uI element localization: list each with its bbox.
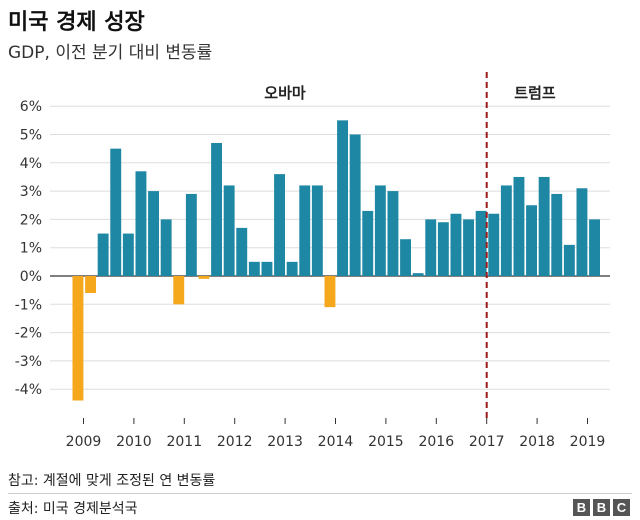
bar-2016-q4: [463, 219, 474, 276]
x-axis-ticks: 2009 2010 2011 2012 2013 2014 2015 2016 2017 2018…: [66, 418, 606, 450]
bar-2018-q3: [551, 193, 563, 276]
bar-2013-q4: [311, 185, 323, 276]
annotation-obama: 오바마: [264, 84, 306, 102]
y-axis-ticks: 6% 5% 4% 3% 2% 1% 0% -1% -2% -3% -4%: [15, 99, 42, 398]
footer-divider: [8, 493, 632, 494]
bar-2017-q4: [513, 176, 525, 276]
bar-2011-q3: [198, 276, 210, 279]
bar-2010-q2: [135, 171, 147, 276]
chart-title: 미국 경제 성장: [8, 10, 145, 35]
bar-2012-q2: [236, 227, 248, 276]
bar-2016-q2: [437, 222, 449, 276]
bar-2014-q1: [324, 276, 336, 308]
bar-2012-q4: [261, 261, 273, 276]
logo-letter: B: [573, 499, 590, 516]
bar-2009-q2: [85, 276, 96, 293]
x-tick-label: 2011: [166, 434, 202, 450]
bar-2015-q2: [387, 191, 399, 276]
x-tick-label: 2015: [368, 434, 404, 450]
bar-2010-q3: [148, 191, 159, 276]
bar-2014-q3: [349, 134, 361, 276]
source-credit: 출처: 미국 경제분석국: [8, 501, 138, 517]
y-tick-label: 1%: [20, 241, 42, 257]
bar-2018-q4: [563, 244, 575, 276]
y-tick-label: 4%: [20, 156, 42, 172]
gridlines: [50, 105, 610, 390]
x-tick-label: 2016: [418, 434, 454, 450]
x-tick-label: 2010: [116, 434, 152, 450]
y-tick-label: 5%: [20, 128, 42, 144]
logo-letter: B: [593, 499, 610, 516]
bars: [72, 120, 600, 401]
bar-2017-q3: [500, 185, 512, 276]
bar-2016-q3: [450, 213, 462, 276]
x-tick-label: 2014: [318, 434, 354, 450]
bar-2011-q1: [173, 276, 185, 305]
bar-2012-q1: [223, 185, 235, 276]
bar-2019-q2: [589, 219, 600, 276]
y-tick-label: 2%: [20, 212, 42, 228]
bar-2009-q4: [110, 148, 122, 276]
bar-2012-q3: [248, 261, 260, 276]
y-tick-label: -2%: [15, 326, 42, 342]
bar-2019-q1: [576, 188, 588, 276]
annotations: 오바마 트럼프: [264, 72, 556, 420]
chart-note: 참고: 계절에 맞게 조정된 연 변동률: [8, 473, 216, 489]
bar-2010-q4: [160, 219, 172, 276]
x-tick-label: 2019: [570, 434, 606, 450]
y-tick-label: 6%: [20, 99, 42, 115]
bar-2013-q3: [299, 185, 311, 276]
bar-2018-q2: [538, 176, 550, 276]
bar-2017-q1: [475, 210, 487, 276]
bar-chart: 6%5%4%3%2%1%0%-1%-2%-3%-4% 2009 2010 2011 2…: [15, 72, 610, 450]
y-tick-label: -1%: [15, 297, 42, 313]
y-tick-label: 0%: [20, 269, 42, 285]
logo-letter: C: [613, 499, 630, 516]
bar-2009-q1: [72, 276, 84, 401]
bbc-logo: B B C: [573, 499, 630, 516]
bar-2014-q4: [362, 210, 374, 276]
bar-2015-q3: [400, 239, 411, 276]
y-tick-label: -4%: [15, 382, 42, 398]
bar-2018-q1: [526, 205, 537, 276]
bar-2015-q1: [374, 185, 386, 276]
y-tick-label: 3%: [20, 184, 42, 200]
bar-2011-q4: [211, 142, 222, 276]
bar-2010-q1: [122, 233, 134, 276]
chart-subtitle: GDP, 이전 분기 대비 변동률: [8, 43, 213, 63]
bar-2013-q2: [286, 261, 298, 276]
x-tick-label: 2009: [66, 434, 102, 450]
y-tick-label: -3%: [15, 354, 42, 370]
bar-2016-q1: [425, 219, 437, 276]
bar-2014-q2: [337, 120, 348, 276]
x-tick-label: 2013: [267, 434, 303, 450]
bar-2011-q2: [185, 193, 197, 276]
x-tick-label: 2018: [519, 434, 555, 450]
bar-2009-q3: [97, 233, 109, 276]
x-tick-label: 2012: [217, 434, 253, 450]
bar-2015-q4: [412, 273, 424, 276]
annotation-trump: 트럼프: [514, 84, 556, 102]
bar-2017-q2: [488, 213, 500, 276]
x-tick-label: 2017: [469, 434, 505, 450]
bar-2013-q1: [274, 174, 285, 276]
